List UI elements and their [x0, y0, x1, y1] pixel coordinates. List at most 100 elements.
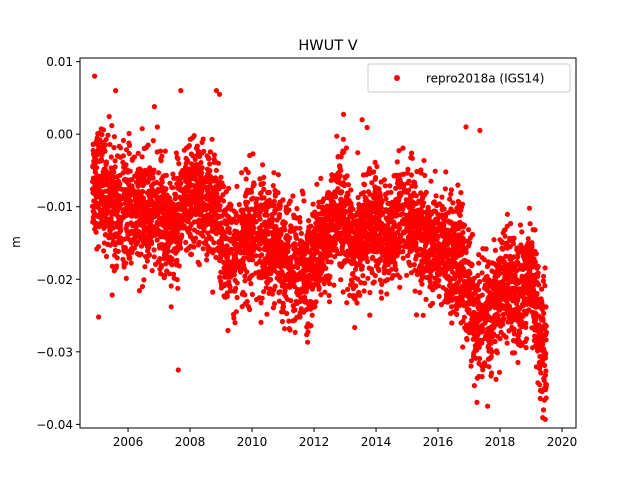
data-point: [297, 225, 303, 231]
data-point: [294, 206, 300, 212]
data-point: [502, 233, 508, 239]
data-point: [144, 258, 150, 264]
data-point: [405, 166, 411, 172]
data-point: [400, 248, 406, 255]
data-point: [286, 244, 292, 250]
data-point: [253, 219, 259, 225]
data-point: [527, 221, 533, 227]
data-point: [370, 254, 376, 260]
data-point: [139, 283, 146, 290]
data-point: [463, 249, 469, 256]
data-point: [392, 223, 399, 230]
data-point: [417, 289, 423, 296]
data-point: [271, 198, 277, 204]
data-point: [178, 245, 184, 251]
data-point: [194, 143, 200, 149]
data-point: [225, 327, 231, 334]
data-point: [277, 289, 283, 295]
data-point: [123, 275, 129, 281]
data-point: [282, 326, 288, 332]
data-point: [450, 200, 456, 206]
data-point: [421, 200, 427, 206]
data-point: [199, 170, 205, 176]
data-point: [397, 244, 403, 250]
data-point: [120, 137, 127, 143]
data-point: [448, 191, 454, 197]
data-point: [493, 376, 499, 382]
data-point: [492, 247, 498, 253]
data-point: [158, 271, 164, 277]
data-point: [94, 165, 100, 171]
data-point: [260, 162, 266, 168]
data-point: [429, 300, 436, 306]
data-point: [150, 138, 156, 144]
data-point: [156, 215, 162, 221]
data-point: [367, 191, 373, 197]
data-point: [483, 246, 489, 252]
data-point: [397, 284, 403, 290]
data-point: [343, 145, 349, 151]
data-point: [367, 289, 373, 296]
data-point: [109, 123, 115, 129]
data-point: [297, 215, 303, 221]
data-point: [220, 198, 227, 204]
data-point: [200, 136, 206, 142]
data-point: [114, 263, 120, 269]
data-point: [414, 168, 420, 175]
data-point: [170, 185, 176, 191]
data-point: [126, 150, 132, 157]
data-point: [244, 199, 250, 205]
data-point: [245, 169, 251, 176]
data-point: [374, 163, 380, 170]
data-point: [135, 228, 142, 234]
data-point: [288, 298, 294, 304]
data-point: [321, 281, 327, 287]
data-point: [176, 263, 182, 269]
data-points: [89, 73, 550, 422]
data-point: [181, 223, 187, 229]
data-point: [295, 264, 301, 271]
data-point: [313, 299, 319, 305]
data-point: [128, 198, 134, 204]
data-point: [264, 212, 270, 218]
data-point: [510, 241, 516, 247]
data-point: [293, 225, 299, 231]
data-point: [103, 232, 109, 238]
data-point: [389, 266, 395, 272]
data-point: [433, 193, 439, 199]
data-point: [127, 168, 133, 174]
data-point: [421, 247, 427, 253]
data-point: [250, 151, 256, 157]
data-point: [261, 289, 267, 295]
data-point: [253, 253, 259, 259]
data-point: [218, 269, 224, 275]
data-point: [407, 262, 413, 268]
data-point: [418, 170, 424, 176]
data-point: [159, 153, 165, 159]
data-point: [217, 203, 223, 209]
data-point: [293, 235, 299, 241]
data-point: [231, 315, 237, 321]
data-point: [422, 172, 428, 178]
data-point: [99, 158, 105, 164]
data-point: [525, 236, 531, 242]
data-point: [379, 281, 385, 287]
data-point: [232, 320, 238, 326]
data-point: [406, 187, 412, 193]
data-point: [200, 246, 206, 252]
data-point: [244, 298, 250, 305]
data-point: [224, 243, 230, 249]
data-point: [250, 195, 256, 201]
data-point: [398, 233, 404, 239]
data-point: [169, 256, 175, 262]
data-point: [508, 220, 514, 227]
data-point: [117, 181, 123, 187]
data-point: [191, 244, 197, 250]
data-point: [504, 211, 510, 217]
data-point: [380, 211, 386, 217]
data-point: [371, 169, 377, 175]
data-point: [169, 262, 175, 268]
data-point: [458, 190, 464, 196]
data-point: [382, 183, 388, 189]
data-point: [517, 222, 524, 228]
